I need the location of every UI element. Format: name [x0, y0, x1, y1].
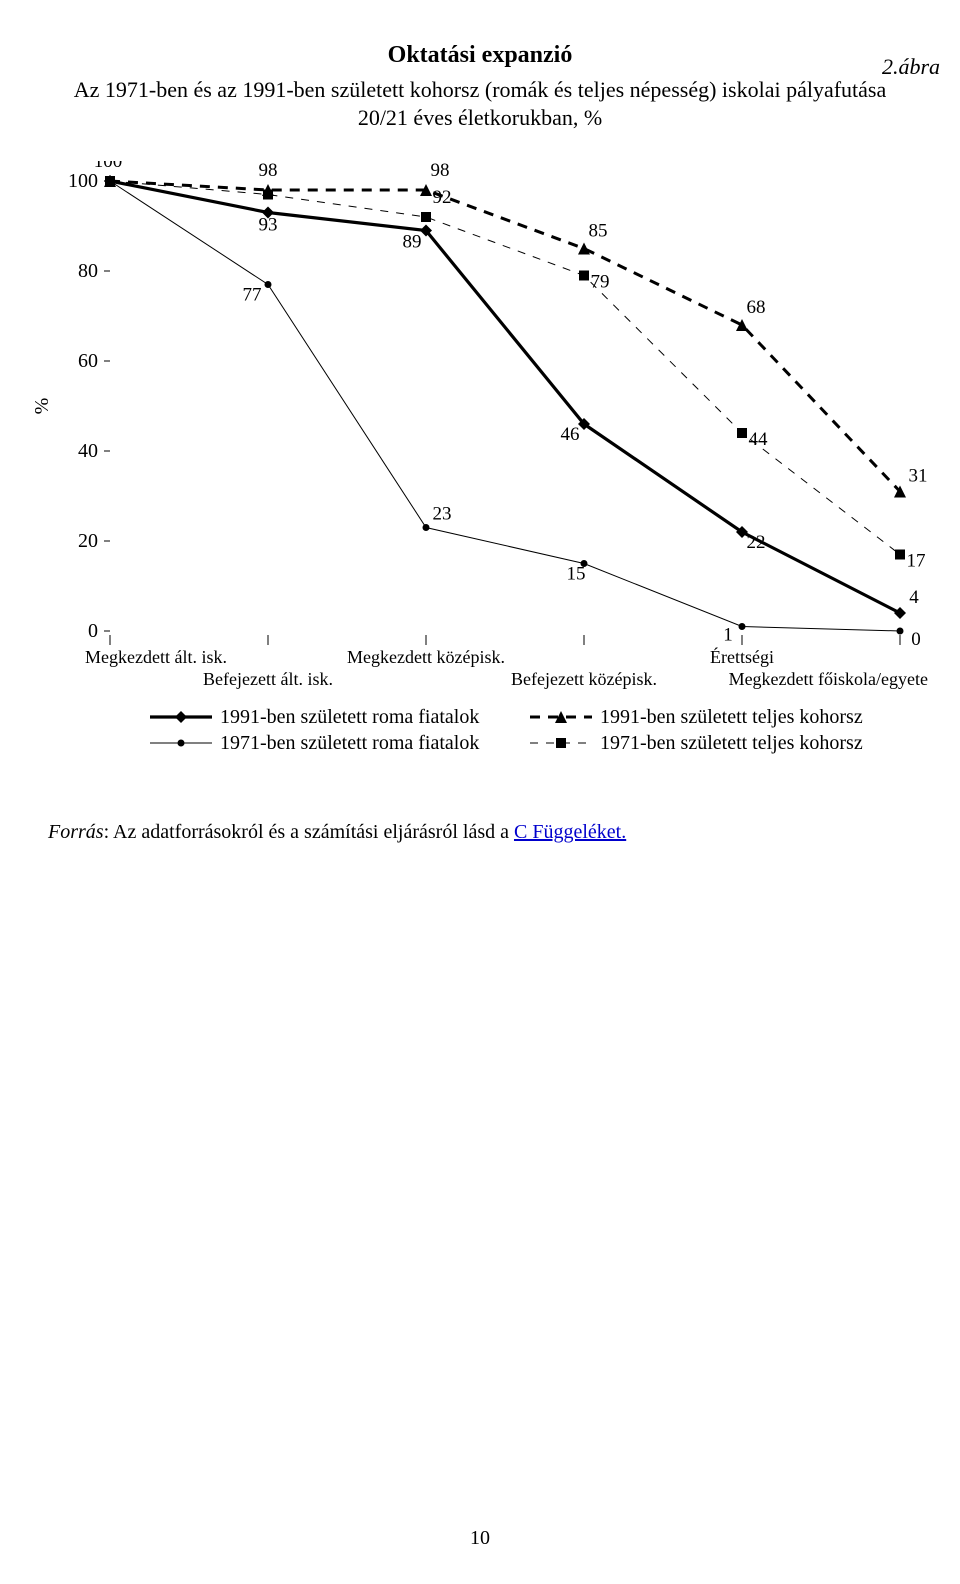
svg-text:17: 17: [907, 551, 926, 572]
svg-text:60: 60: [78, 350, 98, 372]
svg-text:44: 44: [749, 429, 769, 450]
svg-text:40: 40: [78, 440, 98, 462]
svg-text:Befejezett ált. isk.: Befejezett ált. isk.: [203, 669, 333, 689]
svg-text:1971-ben született teljes koho: 1971-ben született teljes kohorsz: [600, 732, 863, 754]
svg-text:46: 46: [561, 424, 580, 445]
svg-text:89: 89: [403, 232, 422, 253]
svg-text:98: 98: [259, 161, 278, 181]
figure-label: 2.ábra: [882, 54, 940, 80]
svg-text:93: 93: [259, 215, 278, 236]
svg-text:1: 1: [723, 625, 733, 646]
svg-text:23: 23: [433, 504, 452, 525]
line-chart: 020406080100%Megkezdett ált. isk.Befejez…: [30, 161, 930, 781]
source-link[interactable]: C Függeléket.: [514, 821, 626, 843]
svg-text:100: 100: [68, 170, 98, 192]
svg-text:Megkezdett főiskola/egyete: Megkezdett főiskola/egyete: [729, 669, 928, 689]
svg-text:4: 4: [909, 587, 919, 608]
svg-text:80: 80: [78, 260, 98, 282]
svg-text:77: 77: [243, 285, 262, 306]
svg-text:100: 100: [94, 161, 123, 172]
svg-text:98: 98: [431, 161, 450, 181]
chart-subtitle-1: Az 1971-ben és az 1991-ben született koh…: [0, 77, 960, 103]
chart-subtitle-2: 20/21 éves életkorukban, %: [0, 105, 960, 131]
svg-text:1971-ben született roma fiatal: 1971-ben született roma fiatalok: [220, 732, 479, 754]
svg-text:%: %: [31, 398, 53, 415]
svg-text:Érettségi: Érettségi: [710, 646, 774, 667]
svg-text:Befejezett középisk.: Befejezett középisk.: [511, 669, 657, 689]
source-note: Forrás: Az adatforrásokról és a számítás…: [48, 821, 960, 844]
svg-text:1991-ben született teljes koho: 1991-ben született teljes kohorsz: [600, 706, 863, 728]
source-body: : Az adatforrásokról és a számítási eljá…: [104, 821, 514, 843]
svg-text:20: 20: [78, 530, 98, 552]
svg-text:0: 0: [88, 620, 98, 642]
svg-text:92: 92: [433, 187, 452, 208]
page-number: 10: [0, 1527, 960, 1550]
svg-text:31: 31: [909, 466, 928, 487]
svg-text:79: 79: [591, 272, 610, 293]
svg-text:0: 0: [911, 629, 921, 650]
svg-text:85: 85: [589, 221, 608, 242]
svg-text:Megkezdett ált. isk.: Megkezdett ált. isk.: [85, 647, 227, 667]
chart-container: 020406080100%Megkezdett ált. isk.Befejez…: [30, 161, 930, 781]
source-prefix: Forrás: [48, 821, 104, 843]
svg-text:1991-ben született roma fiatal: 1991-ben született roma fiatalok: [220, 706, 479, 728]
svg-text:68: 68: [747, 297, 766, 318]
svg-text:Megkezdett középisk.: Megkezdett középisk.: [347, 647, 505, 667]
chart-title: Oktatási expanzió: [0, 42, 960, 69]
svg-text:15: 15: [567, 564, 586, 585]
svg-text:22: 22: [747, 532, 766, 553]
